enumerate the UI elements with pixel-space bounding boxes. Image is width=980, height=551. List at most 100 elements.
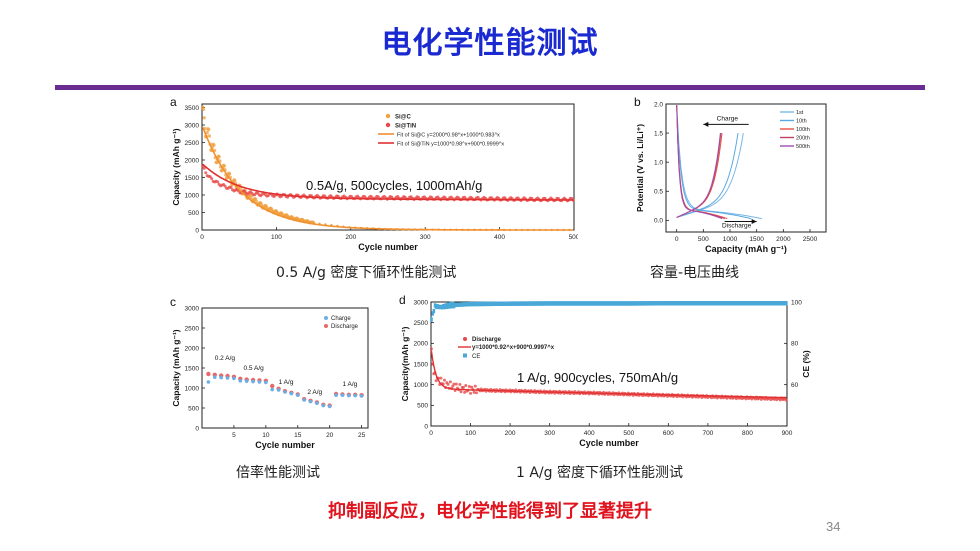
chart-d-point-discharge [463,390,467,394]
chart-d-point-discharge [454,382,458,386]
chart-c-point-charge [359,394,364,398]
chart-d-point-discharge [474,391,478,395]
chart-c-ylabel: Capacity (mAh g⁻¹) [171,329,181,406]
chart-b-charge-arrowhead [703,121,709,127]
chart-d-xtick-label: 900 [782,430,793,437]
chart-d-legend-fit: y=1000*0.92^x+900*0.9997^x [472,345,555,351]
chart-d-point-ce [785,301,788,306]
chart-d-y2tick-label: 100 [791,299,802,306]
chart-a-xlabel: Cycle number [358,242,418,252]
chart-d-point-discharge [458,383,462,387]
chart-c-point-charge [289,391,294,396]
chart-a-point-si-c [215,160,219,165]
chart-c-ytick-label: 1500 [185,365,200,372]
chart-d-point-discharge [784,398,788,402]
chart-a-point-si-c [205,130,209,135]
chart-a-ylabel: Capacity (mAh g⁻¹) [171,128,181,205]
chart-b-charge-label: Charge [717,115,739,122]
chart-a-point-si-tin [229,185,233,189]
chart-a-annotation: 0.5A/g, 500cycles, 1000mAh/g [306,178,482,193]
chart-c-point-charge [257,380,262,384]
chart-d-plot-frame [430,301,788,427]
chart-d-point-discharge [473,384,477,388]
chart-b-xtick-label: 2000 [776,236,791,243]
chart-c-point-charge [238,379,243,383]
chart-b-legend-label: 200th [796,136,810,142]
chart-d-legend-marker-ce [463,353,467,358]
title-divider [55,85,925,90]
chart-c-point-charge [212,375,217,379]
chart-c-plot-frame [201,307,369,429]
chart-a-legend-marker-si-tin [385,122,391,128]
chart-a-legend-fit-si-tin: Fit of Si@TiN y=1000*0.98^x+900*0.9999^x [397,141,504,147]
chart-c-point-charge [276,388,281,392]
chart-b-panel-letter: b [634,96,641,109]
chart-a-legend-si-tin: Si@TiN [395,123,416,129]
chart-d-xtick-label: 400 [584,430,595,437]
chart-d-y2tick-label: 60 [791,382,799,389]
chart-d-point-discharge [442,378,446,382]
chart-d-point-ce [449,301,452,307]
chart-d-y2tick-label: 80 [791,341,799,348]
caption-c: 倍率性能测试 [236,465,320,481]
chart-a-point-si-c [249,195,253,200]
chart-d-legend-marker-discharge [463,337,467,341]
chart-c-point-discharge [206,371,211,377]
chart-c-ytick-label: 2000 [185,345,200,352]
chart-a-xtick-label: 300 [420,234,431,241]
chart-c-point-discharge [270,383,275,389]
chart-a-point-si-c [222,164,227,168]
chart-a-xtick-label: 400 [494,234,505,241]
chart-d-point-discharge [459,390,463,394]
chart-c-point-charge [302,398,306,402]
chart-a-point-si-c [227,172,232,176]
chart-b: 0 500 1000 1500 2000 2500 0.0 0.5 1.0 1.5 2.0 Capac… [634,96,827,254]
chart-d-point-discharge [470,385,474,389]
chart-d-ytick-label: 1500 [414,361,429,368]
chart-c-rate-label: 0.5 A/g [244,365,265,372]
chart-a-ytick-label: 2000 [185,157,200,164]
chart-a-point-si-c [201,107,206,111]
chart-a: 0 100 200 300 400 500 0 500 1000 1500 2000 2500 3000… [170,96,578,252]
conclusion-text: 抑制副反应，电化学性能得到了显著提升 [328,501,652,522]
chart-a-point-si-tin [202,166,206,170]
chart-c-point-charge [295,393,300,397]
chart-d-legend-discharge: Discharge [472,337,502,343]
chart-b-ytick-label: 0.0 [654,218,663,225]
chart-c-point-charge [321,403,326,408]
chart-d-ylabel: Capacity(mAh g⁻¹) [400,326,410,401]
chart-d-legend-ce: CE [472,354,480,360]
chart-b-xtick-label: 1000 [723,236,738,243]
chart-c-panel-letter: c [170,296,176,309]
chart-c-point-charge [340,393,345,397]
chart-a-ytick-label: 3500 [185,105,200,112]
chart-a-point-si-tin [223,184,227,188]
chart-c-point-charge [327,404,332,409]
chart-d-xtick-label: 0 [429,430,433,437]
chart-b-ytick-label: 0.5 [654,189,663,196]
chart-a-legend-si-c: Si@C [395,114,412,120]
chart-a-point-si-c [202,116,206,120]
chart-c-point-charge [315,401,319,405]
chart-b-ytick-label: 1.5 [654,130,663,137]
chart-d-point-ce [447,304,451,309]
chart-b-charge-500th [676,133,721,218]
chart-c-rate-label: 0.2 A/g [215,355,236,362]
chart-c-rate-label: 1 A/g [342,381,357,388]
chart-d-annotation: 1 A/g, 900cycles, 750mAh/g [517,370,678,385]
chart-d-xtick-label: 100 [465,430,476,437]
chart-c-ytick-label: 2500 [185,325,200,332]
chart-b-xtick-label: 500 [698,236,709,243]
chart-b-xlabel: Capacity (mAh g⁻¹) [705,244,787,254]
chart-d-point-discharge [467,384,471,388]
chart-b-discharge-label: Discharge [722,222,752,229]
chart-d-point-discharge [446,382,450,386]
chart-c-point-charge [225,376,230,380]
chart-a-point-si-c [207,134,212,138]
chart-d-point-discharge [429,347,433,351]
chart-b-xtick-label: 0 [675,236,679,243]
chart-a-point-si-c [233,178,237,183]
chart-d-point-ce [432,308,436,314]
chart-c: 5 10 15 20 25 0 500 1000 1500 2000 2500 3000 Cycle n… [170,296,369,450]
slide-title: 电化学性能测试 [381,26,599,61]
